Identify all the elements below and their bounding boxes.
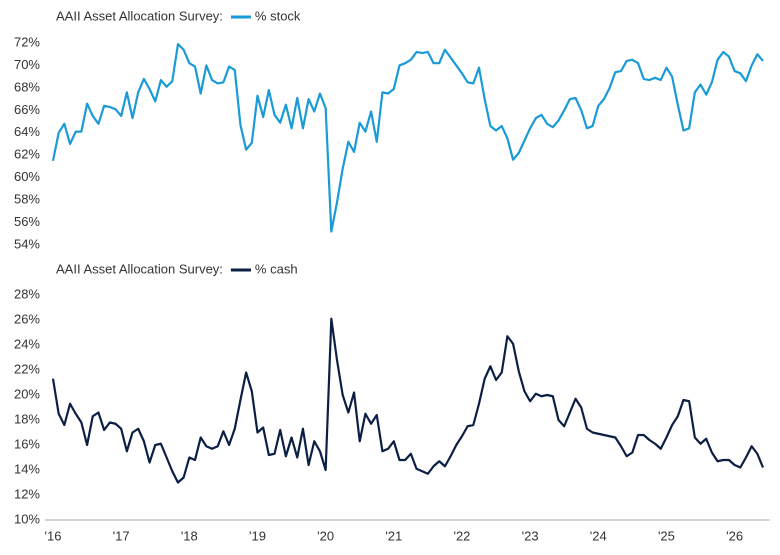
legend-label: % cash [255,261,298,276]
x-tick-label: '23 [522,528,539,543]
y-tick-label: 26% [14,311,40,326]
x-tick-label: '25 [658,528,675,543]
y-tick-label: 20% [14,386,40,401]
x-tick-label: '22 [453,528,470,543]
y-tick-label: 66% [14,102,40,117]
x-tick-label: '16 [45,528,62,543]
y-tick-label: 72% [14,34,40,49]
x-tick-label: '18 [181,528,198,543]
y-tick-label: 70% [14,57,40,72]
y-tick-label: 14% [14,461,40,476]
y-tick-label: 54% [14,236,40,251]
x-tick-label: '24 [590,528,607,543]
y-tick-label: 24% [14,336,40,351]
series-line [51,317,765,484]
y-tick-label: 18% [14,411,40,426]
y-tick-label: 28% [14,286,40,301]
y-tick-label: 64% [14,124,40,139]
x-tick-label: '17 [113,528,130,543]
y-tick-label: 68% [14,79,40,94]
y-tick-label: 12% [14,486,40,501]
y-tick-label: 58% [14,192,40,207]
y-tick-label: 62% [14,147,40,162]
legend-label: % stock [255,8,301,23]
series-line [51,43,764,233]
x-tick-label: '19 [249,528,266,543]
x-tick-label: '21 [385,528,402,543]
x-tick-label: '26 [726,528,743,543]
chart-title: AAII Asset Allocation Survey: [56,261,223,276]
y-tick-label: 22% [14,361,40,376]
x-tick-label: '20 [317,528,334,543]
y-tick-label: 56% [14,214,40,229]
y-tick-label: 60% [14,169,40,184]
y-tick-label: 16% [14,436,40,451]
chart-title: AAII Asset Allocation Survey: [56,8,223,23]
y-tick-label: 10% [14,511,40,526]
